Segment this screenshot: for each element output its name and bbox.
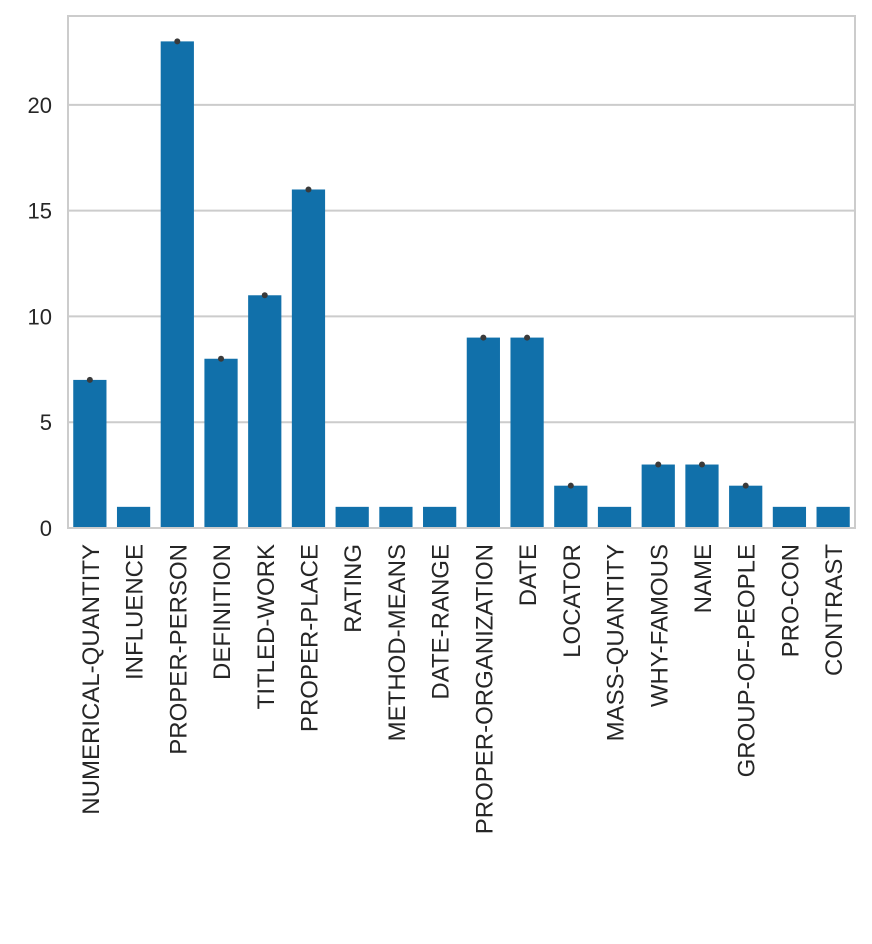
bar-date-range bbox=[423, 506, 457, 528]
bar-rating bbox=[335, 506, 369, 528]
x-tick-label: NAME bbox=[690, 544, 717, 613]
bar-why-famous bbox=[641, 464, 675, 528]
x-tick-label: CONTRAST bbox=[821, 544, 848, 676]
error-marker-locator bbox=[567, 482, 574, 489]
bar-titled-work bbox=[248, 295, 282, 528]
bars bbox=[73, 41, 850, 529]
x-tick-label: PROPER-PLACE bbox=[296, 544, 323, 732]
x-tick-label: NUMERICAL-QUANTITY bbox=[78, 544, 105, 815]
plot-frame bbox=[67, 15, 856, 529]
x-tick-label: TITLED-WORK bbox=[253, 544, 280, 709]
y-tick-label: 15 bbox=[28, 199, 52, 224]
bar-proper-place bbox=[291, 189, 326, 528]
error-marker-date bbox=[524, 334, 531, 341]
x-tick-label: DATE-RANGE bbox=[428, 544, 455, 700]
bar-method-means bbox=[379, 506, 413, 528]
bar-mass-quantity bbox=[597, 506, 632, 528]
y-tick-label: 5 bbox=[40, 410, 52, 435]
y-tick-label: 10 bbox=[28, 304, 52, 329]
x-tick-label: METHOD-MEANS bbox=[384, 544, 411, 741]
y-axis-ticks: 0 5 10 15 20 bbox=[28, 93, 52, 541]
x-axis-ticks: NUMERICAL-QUANTITY INFLUENCE PROPER-PERSON… bbox=[78, 544, 848, 835]
error-markers bbox=[86, 38, 749, 489]
x-tick-label: INFLUENCE bbox=[122, 544, 149, 680]
error-marker-definition bbox=[218, 355, 225, 362]
error-marker-proper-organization bbox=[480, 334, 487, 341]
bar-influence bbox=[116, 506, 151, 528]
bar-group-of-people bbox=[729, 485, 763, 528]
x-tick-label: DEFINITION bbox=[209, 544, 236, 680]
bar-name bbox=[685, 464, 719, 528]
bar-date bbox=[510, 337, 544, 528]
bar-contrast bbox=[816, 506, 850, 528]
gridlines bbox=[68, 103, 855, 424]
x-tick-label: MASS-QUANTITY bbox=[603, 544, 630, 741]
bar-locator bbox=[554, 485, 588, 528]
bar-pro-con bbox=[772, 506, 807, 528]
error-marker-proper-person bbox=[174, 38, 181, 45]
x-tick-label: GROUP-OF-PEOPLE bbox=[734, 544, 761, 777]
x-tick-label: LOCATOR bbox=[559, 544, 586, 658]
error-marker-name bbox=[698, 461, 705, 468]
error-marker-why-famous bbox=[655, 461, 662, 468]
y-tick-label: 20 bbox=[28, 93, 52, 118]
error-marker-proper-place bbox=[305, 186, 312, 193]
x-tick-label: PROPER-ORGANIZATION bbox=[471, 544, 498, 834]
x-tick-label: PRO-CON bbox=[777, 544, 804, 657]
x-tick-label: PROPER-PERSON bbox=[165, 544, 192, 755]
error-marker-numerical-quantity bbox=[86, 376, 93, 383]
x-tick-label: RATING bbox=[340, 544, 367, 633]
bar-proper-organization bbox=[466, 337, 500, 528]
error-marker-group-of-people bbox=[742, 482, 749, 489]
error-marker-titled-work bbox=[261, 292, 268, 299]
x-tick-label: WHY-FAMOUS bbox=[646, 544, 673, 707]
bar-definition bbox=[204, 358, 238, 528]
bar-numerical-quantity bbox=[73, 379, 107, 528]
bar-proper-person bbox=[160, 41, 194, 529]
y-tick-label: 0 bbox=[40, 516, 52, 541]
x-tick-label: DATE bbox=[515, 544, 542, 606]
